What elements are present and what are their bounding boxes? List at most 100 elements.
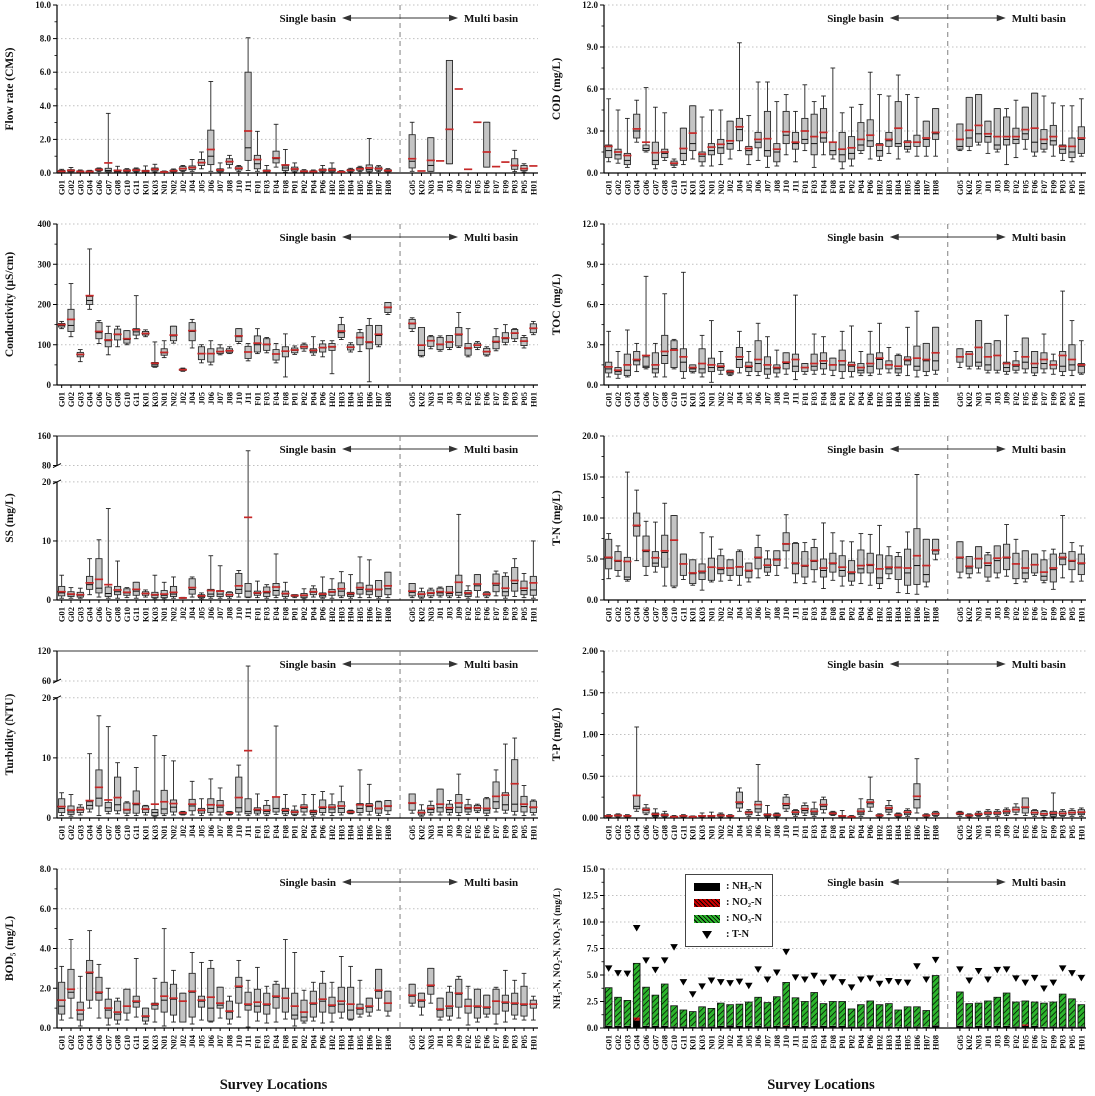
x-tick-label: N02 [169,392,179,407]
y-tick-label: 10 [42,536,52,546]
x-tick-label: J07 [215,391,225,405]
box-j08 [225,591,234,599]
x-tick-label: J04 [734,824,744,838]
arrow-left-icon [342,660,352,668]
x-tick-label: F06 [1030,180,1040,194]
legend-label: : NO₃-N [726,913,763,924]
box-g02 [613,545,623,577]
x-tick-label: G04 [85,391,95,407]
box-f05 [473,803,482,814]
box-j11 [243,665,253,817]
x-tick-label: P06 [318,392,328,406]
box-g07 [651,521,660,573]
x-tick-label: P02 [299,392,309,406]
multi-basin-label: Multi basin [464,13,518,25]
x-tick-label: N02 [716,180,726,195]
single-basin-label: Single basin [279,444,336,456]
x-tick-label: J03 [992,607,1002,620]
box-j10 [782,352,791,375]
box-f01 [253,328,262,355]
box-p03 [1058,290,1067,377]
y-tick-label: 6.0 [587,84,599,94]
x-tick-label: F06 [482,825,492,839]
x-tick-label: H05 [355,607,365,622]
chart-bod5: Single basin Multi basin 0.0 2.0 4.0 6.0 8.0 G0… [4,864,538,1050]
x-tick-label: N02 [716,392,726,407]
x-tick-label: H02 [875,607,885,622]
box-p01 [838,540,847,587]
box-h02 [875,813,884,818]
tn-marker [829,974,837,981]
box-p03 [510,149,519,173]
box-h06 [365,997,374,1017]
y-axis-label: Conductivity (µS/cm) [4,252,16,358]
basin-annotation: Single basin Multi basin [279,444,518,456]
box-g02 [66,283,76,338]
x-tick-label: F06 [1030,392,1040,406]
x-tick-label: F08 [280,392,290,406]
box-p03 [510,328,519,342]
x-tick-label: H05 [903,392,913,407]
box-h08 [931,538,940,561]
box-j10 [234,328,243,344]
bar-h08 [931,975,940,1029]
box-k03 [150,163,159,173]
arrow-left-icon [889,660,899,668]
x-tick-label: H02 [875,825,885,840]
y-tick-label: 10.0 [35,0,51,10]
x-tick-label: P02 [847,392,857,406]
bar-j11 [791,997,800,1029]
x-tick-label: J07 [762,391,772,405]
x-axis-ticks: G01 G02 G03 G04 G06 G07 G08 G10 G11 K01 K03 N01 N02 J… [604,1028,1086,1050]
x-tick-label: J05 [744,392,754,405]
x-axis-ticks: G01 G02 G03 G04 G06 G07 G08 G10 G11 K01 K03 N01 N02 J… [57,385,538,407]
tn-triangle-icon [694,930,720,939]
tn-marker [931,956,940,964]
x-tick-label: P01 [290,180,300,194]
x-tick-label: P02 [847,180,857,194]
y-axis-label: Turbidity (NTU) [4,693,16,775]
x-tick-label: J09 [454,607,464,620]
arrow-left-icon [889,445,899,453]
box-h04 [894,353,903,377]
box-j09 [454,975,463,1019]
x-tick-label: P01 [837,1035,847,1049]
x-tick-label: G07 [103,179,113,195]
x-tick-label: G04 [85,1034,95,1050]
y-tick-label: 20.0 [582,431,598,441]
x-tick-label: P05 [519,825,529,839]
box-k02 [417,587,426,599]
x-tick-label: F05 [472,1035,482,1049]
bar-g04 [632,962,641,1029]
x-tick-label: P02 [847,825,857,839]
y-tick-label: 0.0 [587,168,599,178]
x-tick-label: J03 [444,1035,454,1048]
x-tick-label: P03 [1058,392,1068,406]
basin-annotation: Single basin Multi basin [279,13,518,25]
basin-annotation: Single basin Multi basin [827,877,1066,889]
x-tick-label: G10 [669,180,679,195]
box-j05 [744,115,753,166]
tn-marker [763,976,772,983]
x-tick-label: P02 [299,607,309,621]
x-tick-label: J06 [753,825,763,838]
box-j09 [1002,807,1011,816]
x-tick-label: H01 [528,1035,538,1050]
x-tick-label: F01 [800,1035,810,1049]
legend-label: : NO₂-N [726,897,763,908]
x-tick-label: H05 [903,607,913,622]
x-tick-label: J03 [992,392,1002,405]
box-f07 [491,769,501,813]
x-tick-label: N02 [169,1035,179,1050]
box-h06 [912,310,922,378]
y-axis-ticks: 0.0 2.0 4.0 6.0 8.0 10.0 [35,0,57,178]
box-p01 [290,805,299,817]
x-tick-label: G05 [955,607,965,622]
arrow-right-icon [449,233,459,241]
box-f04 [819,796,828,814]
box-h01 [529,320,538,336]
gridlines [604,650,1086,777]
y-tick-label: 0.0 [40,168,52,178]
box-p06 [866,330,875,377]
